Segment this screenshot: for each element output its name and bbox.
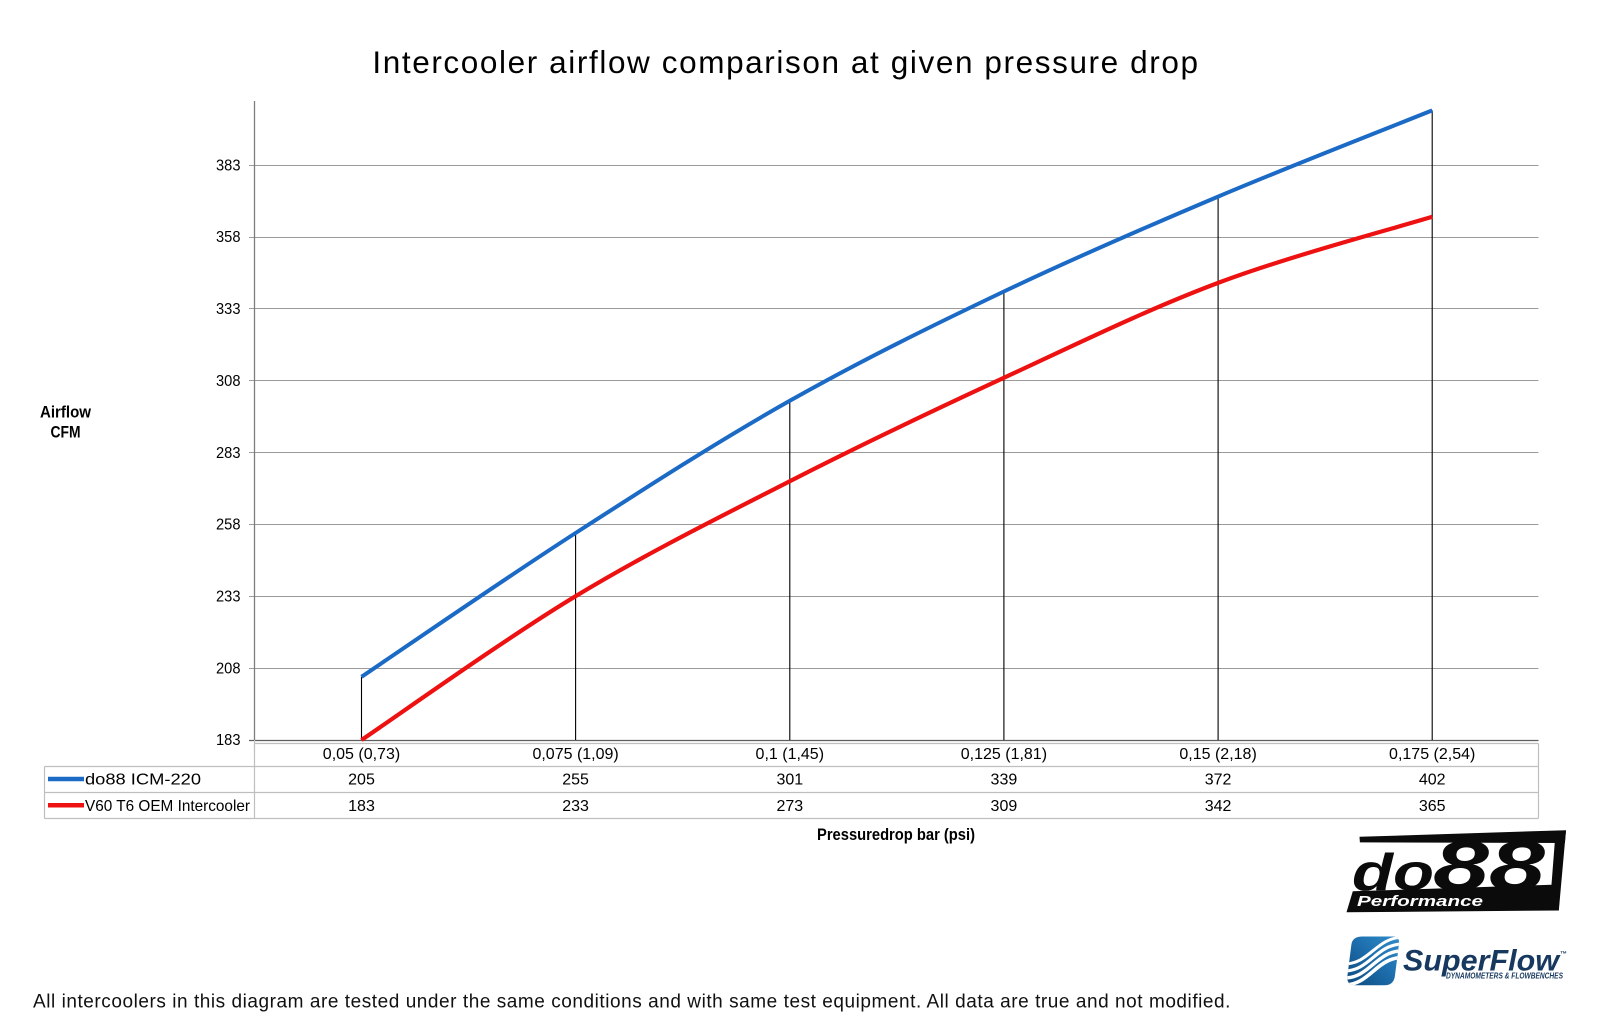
svg-text:All intercoolers in this diagr: All intercoolers in this diagram are tes… — [33, 992, 1231, 1013]
svg-text:233: 233 — [216, 588, 241, 605]
svg-text:255: 255 — [562, 772, 589, 789]
svg-text:208: 208 — [216, 660, 241, 677]
svg-text:do88 ICM-220: do88 ICM-220 — [85, 772, 201, 789]
svg-text:339: 339 — [991, 772, 1018, 789]
svg-text:402: 402 — [1419, 772, 1446, 789]
svg-text:308: 308 — [216, 373, 241, 390]
svg-text:258: 258 — [216, 517, 241, 534]
svg-text:CFM: CFM — [51, 423, 81, 442]
svg-text:™: ™ — [1560, 951, 1567, 958]
svg-text:183: 183 — [216, 732, 241, 749]
svg-text:273: 273 — [776, 798, 803, 815]
svg-text:Performance: Performance — [1357, 894, 1483, 910]
svg-text:V60 T6 OEM Intercooler: V60 T6 OEM Intercooler — [85, 798, 251, 815]
svg-text:372: 372 — [1205, 772, 1232, 789]
svg-text:333: 333 — [216, 301, 241, 318]
svg-text:309: 309 — [991, 798, 1018, 815]
svg-text:Intercooler airflow comparison: Intercooler airflow comparison at given … — [372, 44, 1199, 80]
svg-text:do: do — [1352, 844, 1434, 902]
svg-text:365: 365 — [1419, 798, 1446, 815]
svg-text:SuperFlow: SuperFlow — [1403, 945, 1561, 978]
svg-text:183: 183 — [348, 798, 375, 815]
svg-text:Airflow: Airflow — [40, 403, 92, 422]
svg-text:233: 233 — [562, 798, 589, 815]
svg-text:0,15 (2,18): 0,15 (2,18) — [1179, 746, 1256, 763]
svg-text:301: 301 — [776, 772, 803, 789]
svg-text:88: 88 — [1433, 828, 1546, 907]
svg-text:205: 205 — [348, 772, 375, 789]
svg-text:0,175 (2,54): 0,175 (2,54) — [1389, 746, 1475, 763]
svg-text:283: 283 — [216, 445, 241, 462]
svg-text:0,075 (1,09): 0,075 (1,09) — [532, 746, 618, 763]
svg-text:0,1 (1,45): 0,1 (1,45) — [756, 746, 824, 763]
svg-text:383: 383 — [216, 157, 241, 174]
svg-text:342: 342 — [1205, 798, 1232, 815]
svg-text:358: 358 — [216, 229, 241, 246]
svg-text:Pressuredrop bar (psi): Pressuredrop bar (psi) — [817, 825, 975, 844]
svg-text:0,125 (1,81): 0,125 (1,81) — [961, 746, 1047, 763]
svg-text:0,05 (0,73): 0,05 (0,73) — [323, 746, 400, 763]
svg-text:DYNAMOMETERS & FLOWBENCHES: DYNAMOMETERS & FLOWBENCHES — [1446, 971, 1563, 981]
